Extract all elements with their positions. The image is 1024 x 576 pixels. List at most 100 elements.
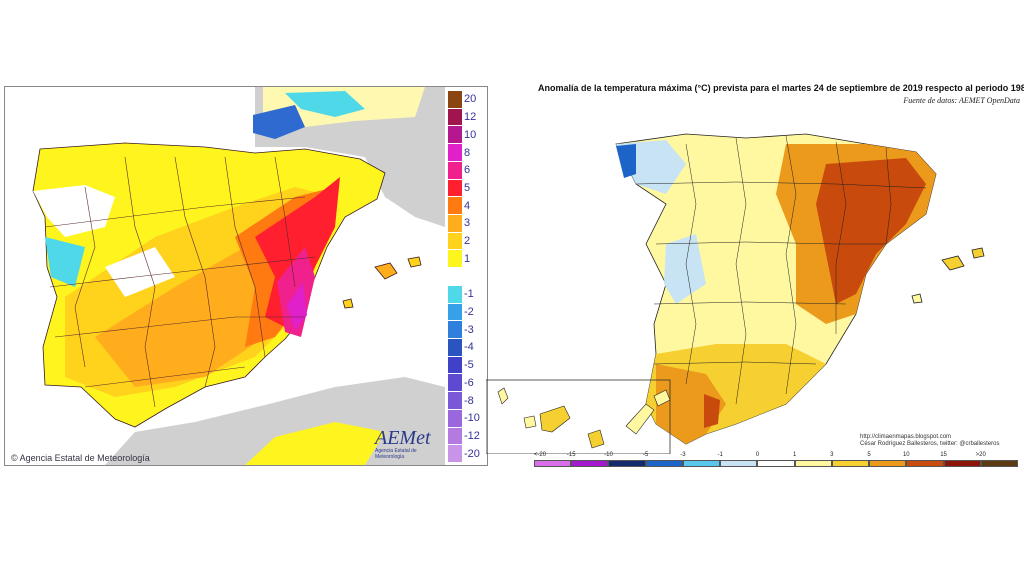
legend-label: -3 [464,323,474,336]
canary-islands-inset [486,379,671,454]
lanzarote-island [653,389,671,407]
menorca-island [407,256,422,268]
legend-swatch [448,161,462,179]
la-palma-island [497,387,509,405]
scale-label: 0 [755,452,760,458]
province-borders [44,156,316,408]
credit-url: http://climaenmapas.blogspot.com [860,434,952,440]
legend-swatch [448,144,462,161]
scale-swatch [794,460,832,467]
cold-zone-galicia-coast [616,144,636,178]
mallorca-island [374,262,398,280]
ibiza-island [911,293,923,304]
left-anomaly-map [5,87,445,465]
legend-label: -5 [464,359,474,372]
legend-label: 4 [464,199,471,212]
legend-swatch [448,356,462,374]
aemet-logo-text: AEMet [375,427,431,449]
legend-label: -10 [464,412,480,425]
legend-swatch [448,392,462,409]
legend-swatch [448,427,462,445]
ibiza-island [342,298,354,309]
scale-label: 1 [792,452,797,458]
scale-label: 10 [902,452,910,458]
scale-label: -3 [680,452,686,458]
right-anomaly-map-panel: Anomalía de la temperatura máxima (°C) p… [486,80,1024,470]
scale-swatch [645,460,683,467]
france-cool-patch [285,91,365,117]
legend-label: 8 [464,146,471,159]
right-map-credit: http://climaenmapas.blogspot.com César R… [860,434,999,448]
legend-label: 3 [464,217,471,230]
legend-swatch [448,126,462,144]
scale-label: 3 [830,452,834,458]
scale-swatch [720,460,758,467]
legend-label: -2 [464,305,474,318]
legend-swatch [448,250,462,268]
scale-label: -10 [604,452,613,458]
menorca-island [971,247,985,259]
aemet-logo-subtitle: Agencia Estatal de Meteorología [375,448,417,460]
legend-swatch [448,303,462,321]
anomaly-zone-10-south [704,394,720,428]
aemet-logo: AEMet Agencia Estatal de Meteorología [375,427,441,463]
fuerteventura-island [625,403,655,435]
legend-label: -4 [464,341,474,354]
legend-label: -1 [464,288,474,301]
right-map-source: Fuente de datos: AEMET OpenData [903,96,1020,105]
legend-swatch [448,179,462,197]
legend-swatch [448,197,462,214]
legend-label: 20 [464,93,477,106]
anomaly-zone-8 [287,282,307,331]
legend-swatch [448,339,462,356]
scale-swatch [980,460,1018,467]
right-anomaly-map [486,133,985,454]
scale-swatch [682,460,721,467]
legend-label: 2 [464,235,471,248]
scale-label: 5 [867,452,871,458]
legend-label: -12 [464,429,480,442]
legend-label: 1 [464,252,471,265]
cool-zone-west [45,237,85,287]
legend-swatch [448,91,462,108]
scale-swatch [534,460,572,467]
la-gomera-island [523,415,537,429]
tenerife-island [539,405,571,433]
scale-swatch [608,460,646,467]
africa-warm-area [245,422,385,465]
legend-label: 6 [464,164,471,177]
legend-swatch [448,215,462,232]
scale-swatch [757,460,795,467]
scale-swatch [869,460,907,467]
anomaly-zone-10 [816,158,926,304]
legend-label: 12 [464,111,477,124]
scale-swatch [943,460,981,467]
province-borders [635,135,927,405]
anomaly-zone-5 [255,177,340,327]
gran-canaria-island [587,429,605,449]
left-anomaly-map-panel: 20 12 10 8 6 5 4 3 2 1 -1 -2 -3 -4 -5 -6 -8 -10 -12 -20 © A… [4,86,488,466]
scale-label: <-20 [533,452,547,458]
scale-label: -15 [566,452,576,458]
legend-swatch [448,285,462,303]
scale-swatch [831,460,870,467]
scale-label: 15 [940,452,947,458]
credit-author: César Rodríguez Ballesteros, twitter: @c… [860,441,1000,447]
neutral-zone-centre [105,247,175,297]
legend-label: -6 [464,376,474,389]
left-map-legend: 20 12 10 8 6 5 4 3 2 1 -1 -2 -3 -4 -5 -6 -8 -10 -12 -20 [446,91,486,463]
cool-zone-west [664,234,706,304]
scale-swatch [906,460,944,467]
legend-swatch [448,374,462,392]
mallorca-island [941,255,965,271]
neutral-zone-northwest [33,185,115,237]
scale-swatch [571,460,609,467]
right-map-color-scale: <-20 -15 -10 -5 -3 -1 0 1 3 5 10 15 >20 [534,452,1018,470]
legend-swatch [448,268,462,285]
legend-swatch [448,445,462,462]
legend-swatch [448,108,462,126]
scale-label: >20 [975,452,986,458]
legend-label: 5 [464,181,471,194]
legend-swatch [448,232,462,250]
legend-label: 10 [464,128,477,141]
